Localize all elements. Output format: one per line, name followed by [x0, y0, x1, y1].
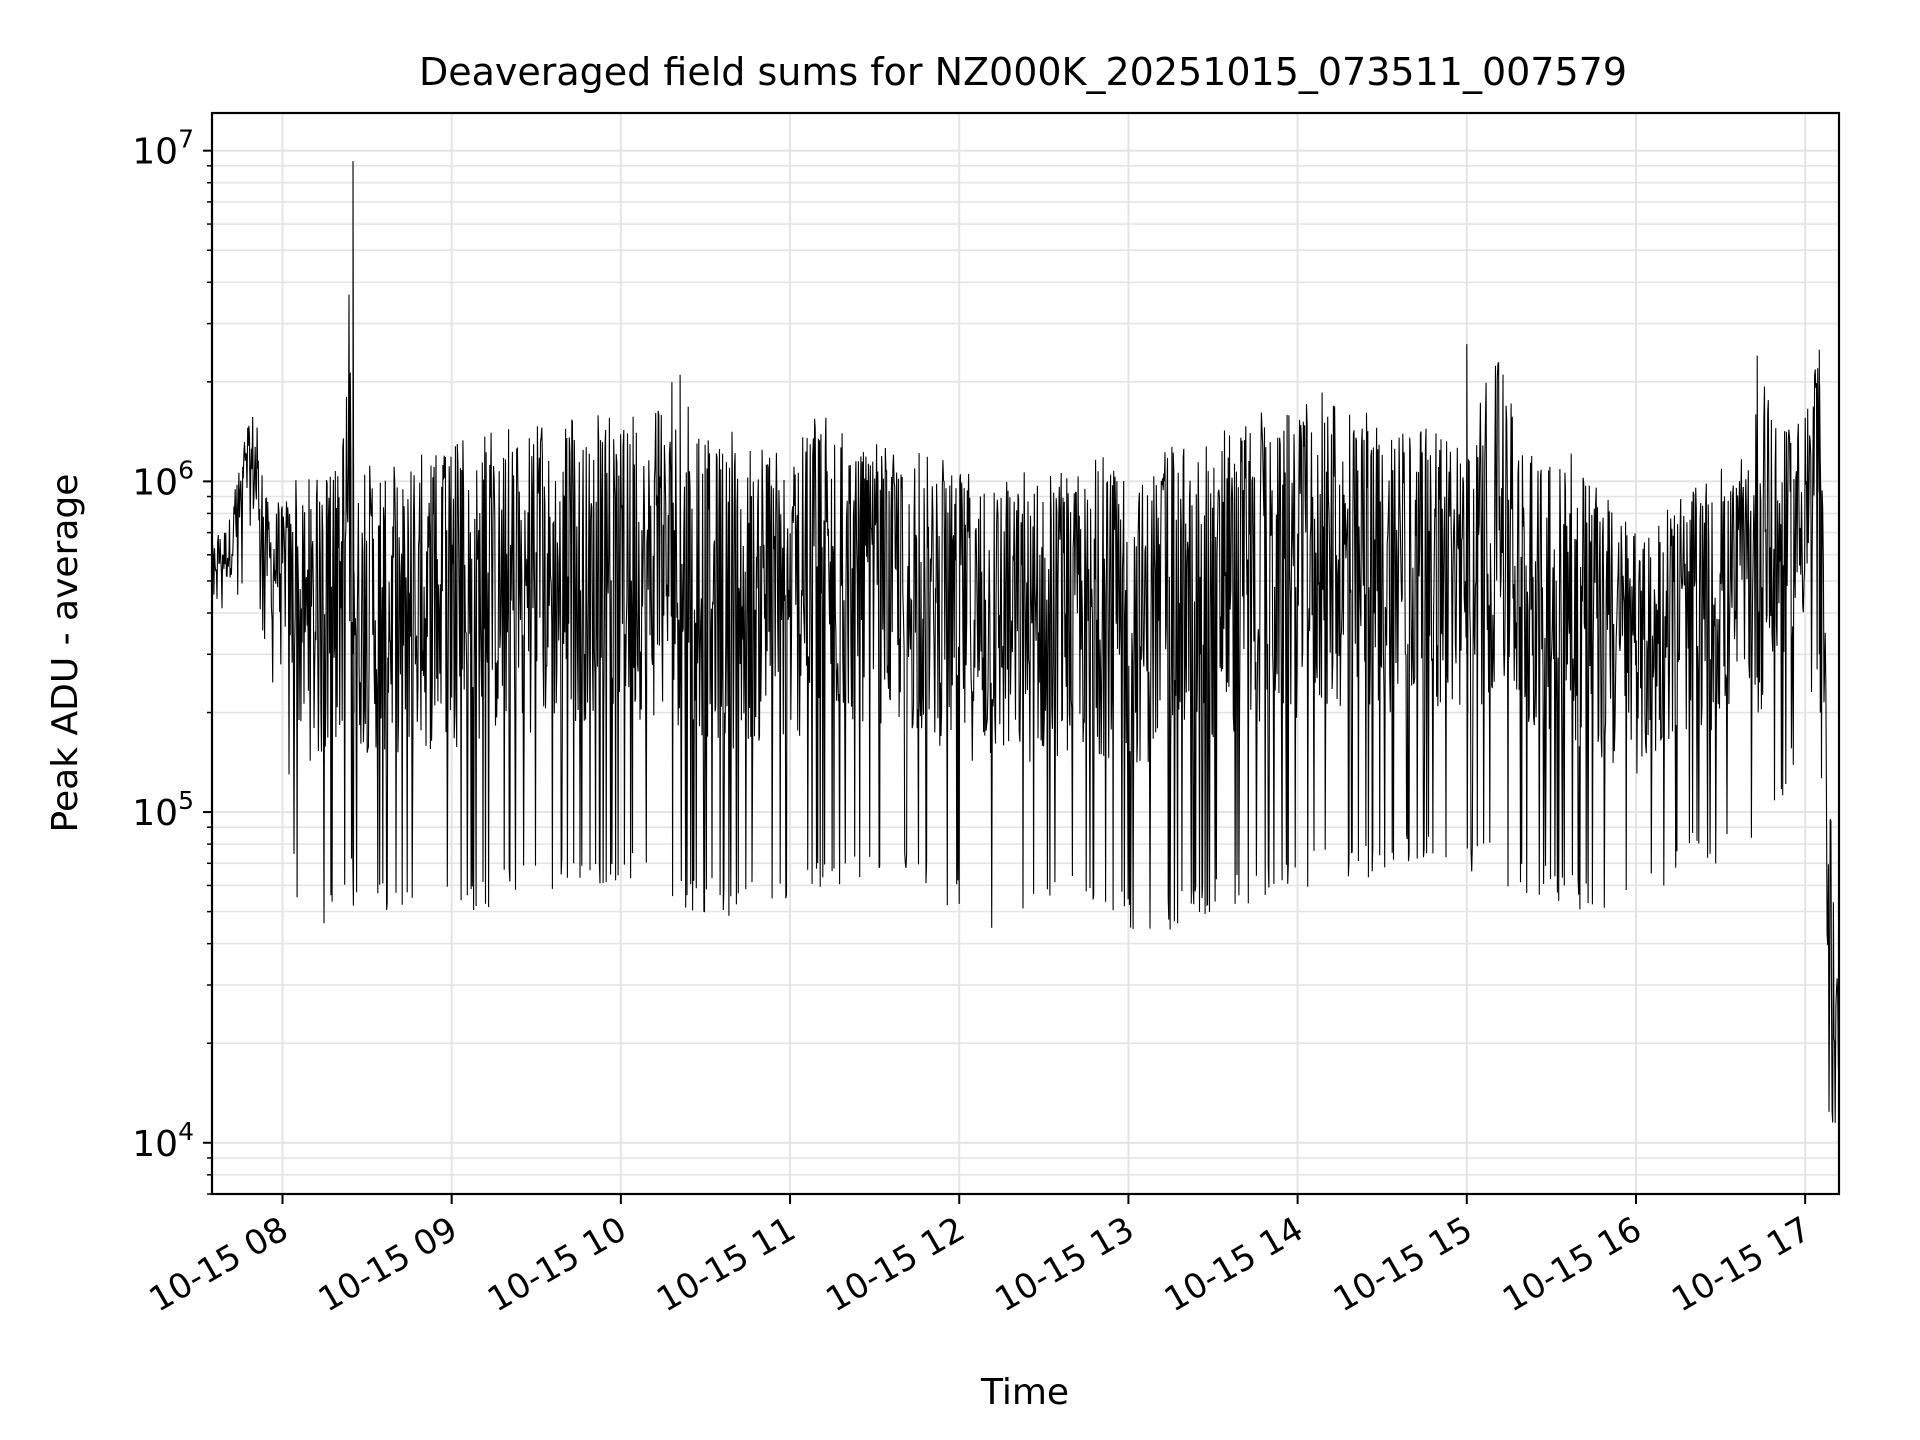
- y-tick-label: 104: [132, 1117, 194, 1165]
- y-tick-label: 106: [132, 455, 194, 503]
- y-axis-label: Peak ADU - average: [45, 474, 86, 833]
- series-line: [211, 161, 1840, 1123]
- y-tick-label: 107: [132, 125, 194, 173]
- plot-area: [211, 161, 1840, 1123]
- y-tick-label: 105: [132, 786, 194, 834]
- grid: [212, 113, 1839, 1195]
- chart-title: Deaveraged field sums for NZ000K_2025101…: [419, 50, 1627, 94]
- axes-frame: [210, 111, 1841, 1196]
- x-axis-label: Time: [980, 1372, 1069, 1413]
